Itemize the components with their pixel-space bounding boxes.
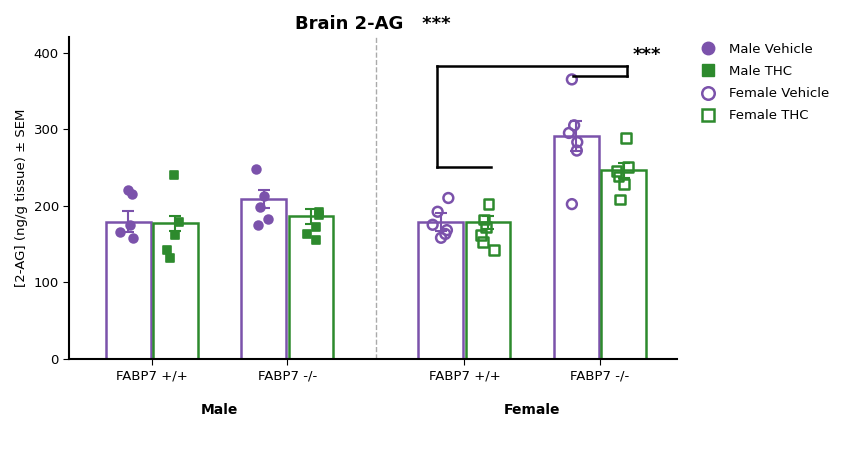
Point [312,208,326,215]
Point [570,147,584,154]
Point [249,165,263,173]
Bar [554,136,599,359]
Point [114,229,128,236]
Point [261,215,275,222]
Point [167,171,181,179]
Point [473,231,487,239]
Point [426,221,439,228]
Point [439,230,452,238]
Text: ***: *** [632,46,661,64]
Point [123,221,137,228]
Point [309,223,323,231]
Point [570,139,584,146]
Bar [418,222,463,359]
Point [312,211,326,219]
Point [614,196,627,203]
Point [168,231,182,239]
Point [562,129,575,137]
Point [300,230,314,238]
Point [567,121,581,129]
Point [565,76,579,83]
Point [309,236,322,244]
Bar [105,222,150,359]
Title: Brain 2-AG   ***: Brain 2-AG *** [295,15,450,33]
Text: Female: Female [504,403,560,417]
Bar [241,199,286,359]
Point [253,204,267,211]
Point [173,219,186,226]
Bar [153,223,198,359]
Point [126,191,139,198]
Point [441,194,455,202]
Point [565,200,579,208]
Point [482,200,496,208]
Point [434,234,448,241]
Point [440,226,454,234]
Point [478,216,491,223]
Point [612,173,626,180]
Legend: Male Vehicle, Male THC, Female Vehicle, Female THC: Male Vehicle, Male THC, Female Vehicle, … [689,38,835,128]
Point [621,164,635,171]
Bar [466,222,510,359]
Point [126,234,139,241]
Point [476,239,490,246]
Point [487,246,501,254]
Point [163,254,177,261]
Point [479,223,492,231]
Bar [289,216,333,359]
Point [620,134,633,142]
Point [617,180,631,188]
Point [258,193,271,200]
Point [431,208,445,215]
Y-axis label: [2-AG] (ng/g tissue) ± SEM: [2-AG] (ng/g tissue) ± SEM [15,109,28,287]
Point [122,186,135,194]
Point [609,167,623,175]
Point [252,221,265,228]
Bar [601,171,646,359]
Point [161,246,174,254]
Text: Male: Male [201,403,238,417]
